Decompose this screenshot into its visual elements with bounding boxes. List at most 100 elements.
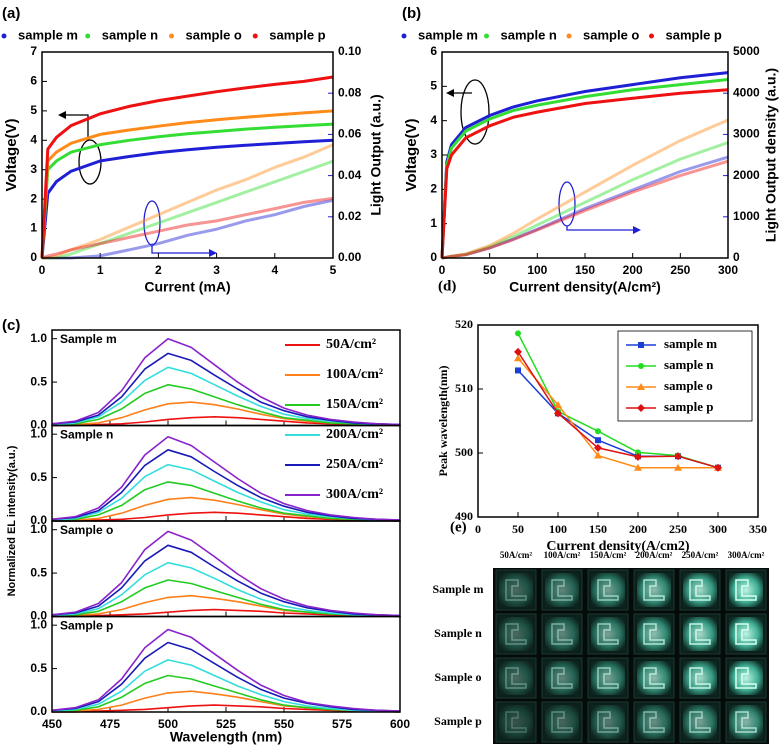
data-line (40, 122, 334, 259)
column-label: 100A/cm² (544, 550, 581, 560)
marker (594, 443, 602, 452)
data-line (441, 141, 729, 260)
emission-glow (683, 705, 717, 739)
y-tick-label: 0 (30, 250, 37, 264)
y-tick-label: 1.0 (30, 331, 47, 345)
y-axis-label: Peak wavelength(nm) (436, 366, 450, 477)
x-tick-label: 50 (512, 522, 524, 536)
marker (554, 409, 562, 418)
data-line (40, 75, 334, 259)
y-tick-label: 7 (30, 44, 37, 58)
x-tick-label: 150 (589, 522, 607, 536)
legend-marker (169, 33, 174, 39)
x-tick-label: 525 (216, 717, 236, 731)
y-tick-label: 0.10 (338, 44, 362, 58)
spectrum-line (51, 436, 401, 521)
x-axis-label: Wavelength (nm) (170, 729, 282, 745)
emission-glow (545, 573, 579, 607)
x-axis-label: Current density(A/cm2) (546, 539, 690, 554)
emission-glow (545, 617, 579, 651)
legend-label: sample n (664, 357, 714, 372)
y2-axis-label: Light Output density (a.u.) (763, 68, 779, 242)
x-tick-label: 150 (575, 263, 595, 277)
emission-glow (637, 573, 671, 607)
x-tick-label: 0 (439, 263, 446, 277)
device-outline (551, 711, 573, 733)
x-tick-label: 4 (271, 263, 278, 277)
legend-label: sample m (18, 27, 78, 42)
spectrum-line (51, 481, 401, 522)
emission-glow (637, 661, 671, 695)
emission-glow (729, 705, 763, 739)
annotation-arrow (62, 114, 89, 140)
x-axis-label: Current density(A/cm²) (509, 279, 661, 295)
plot-frame (51, 615, 401, 713)
plot-frame (477, 324, 759, 518)
marker (637, 404, 645, 412)
y-tick-label: 1 (30, 221, 37, 235)
y-tick-label: 520 (455, 317, 473, 331)
y-tick-label: 4000 (733, 85, 760, 99)
spectrum-line (51, 659, 400, 712)
y-tick-label: 0.0 (30, 418, 47, 432)
marker (515, 367, 521, 374)
y-tick-label: 3 (430, 147, 437, 161)
marker (637, 383, 645, 390)
emission-glow (683, 661, 717, 695)
y-tick-label: 0.06 (338, 127, 362, 141)
x-tick-label: 5 (330, 263, 337, 277)
spectrum-line (51, 628, 401, 712)
panel-title: Sample p (60, 619, 113, 633)
legend-label: 150A/cm² (326, 397, 383, 412)
data-line (40, 109, 334, 259)
data-line (517, 351, 719, 469)
spectrum-line (52, 416, 401, 427)
x-tick-label: 200 (629, 522, 647, 536)
y-tick-label: 490 (455, 509, 473, 523)
y-tick-label: 1000 (733, 209, 760, 223)
x-tick-label: 300 (709, 522, 727, 536)
x-tick-label: 100 (549, 522, 567, 536)
x-axis-label: Current (mA) (144, 279, 230, 295)
x-tick-label: 300 (718, 263, 738, 277)
panel-label: (a) (2, 5, 20, 22)
legend-label: 50A/cm² (326, 337, 376, 352)
y-tick-label: 5000 (733, 44, 760, 58)
data-line (440, 78, 729, 259)
y-axis-label: Voltage(V) (3, 118, 20, 191)
panel-label: (e) (450, 519, 467, 535)
legend-marker (252, 33, 258, 39)
panel-title: Sample n (60, 428, 113, 442)
y-tick-label: 2000 (733, 168, 760, 182)
device-outline (689, 579, 711, 601)
y-tick-label: 0.5 (30, 565, 47, 579)
marker (515, 330, 521, 337)
marker (554, 401, 562, 408)
y-tick-label: 510 (455, 381, 473, 395)
panel-label: (b) (402, 5, 421, 22)
y-tick-label: 4 (30, 132, 37, 146)
y-tick-label: 0.5 (30, 374, 47, 388)
marker (714, 463, 722, 472)
data-line (441, 155, 729, 260)
x-tick-label: 1 (97, 263, 104, 277)
marker (514, 347, 522, 356)
device-outline (689, 667, 711, 689)
y-tick-label: 0.5 (30, 470, 47, 484)
y-tick-label: 0.0 (30, 513, 47, 527)
device-outline (505, 711, 527, 733)
legend-label: sample p (666, 27, 722, 42)
data-line (440, 88, 729, 259)
y2-axis-label: Light Output (a.u.) (368, 94, 384, 215)
device-outline (643, 579, 665, 601)
plot-frame (41, 51, 334, 259)
y-tick-label: 1.0 (30, 522, 47, 536)
marker (674, 463, 682, 471)
x-tick-label: 500 (158, 717, 178, 731)
y-tick-label: 0.04 (338, 168, 362, 182)
legend-label: sample n (102, 27, 158, 42)
y-tick-label: 1.0 (30, 426, 47, 440)
data-line (441, 159, 729, 260)
y-tick-label: 500 (455, 445, 473, 459)
